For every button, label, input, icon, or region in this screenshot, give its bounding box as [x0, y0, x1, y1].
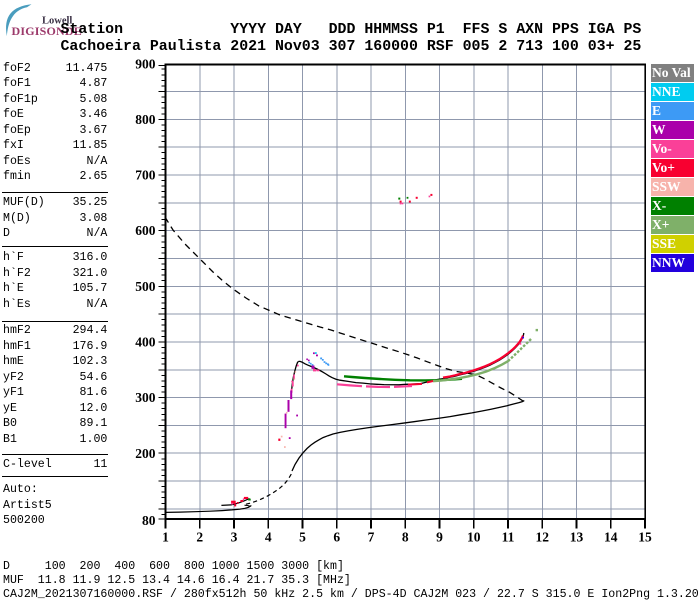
svg-text:6: 6: [333, 530, 340, 545]
svg-text:4: 4: [265, 530, 272, 545]
svg-text:800: 800: [135, 112, 156, 127]
svg-text:7: 7: [368, 530, 375, 545]
svg-text:5: 5: [299, 530, 306, 545]
svg-text:11: 11: [502, 530, 515, 545]
svg-text:12: 12: [536, 530, 550, 545]
svg-text:9: 9: [436, 530, 443, 545]
svg-text:700: 700: [135, 168, 156, 183]
svg-text:600: 600: [135, 223, 156, 238]
svg-text:Lowell: Lowell: [42, 16, 72, 27]
svg-text:2: 2: [196, 530, 203, 545]
svg-text:10: 10: [467, 530, 481, 545]
svg-text:3: 3: [231, 530, 238, 545]
svg-text:1: 1: [162, 530, 169, 545]
svg-text:80: 80: [142, 513, 156, 528]
svg-text:14: 14: [604, 530, 618, 545]
svg-text:13: 13: [570, 530, 584, 545]
svg-text:8: 8: [402, 530, 409, 545]
svg-text:200: 200: [135, 446, 156, 461]
svg-text:500: 500: [135, 279, 156, 294]
svg-text:300: 300: [135, 390, 156, 405]
svg-text:15: 15: [638, 530, 652, 545]
svg-text:900: 900: [135, 56, 156, 71]
svg-text:400: 400: [135, 335, 156, 350]
